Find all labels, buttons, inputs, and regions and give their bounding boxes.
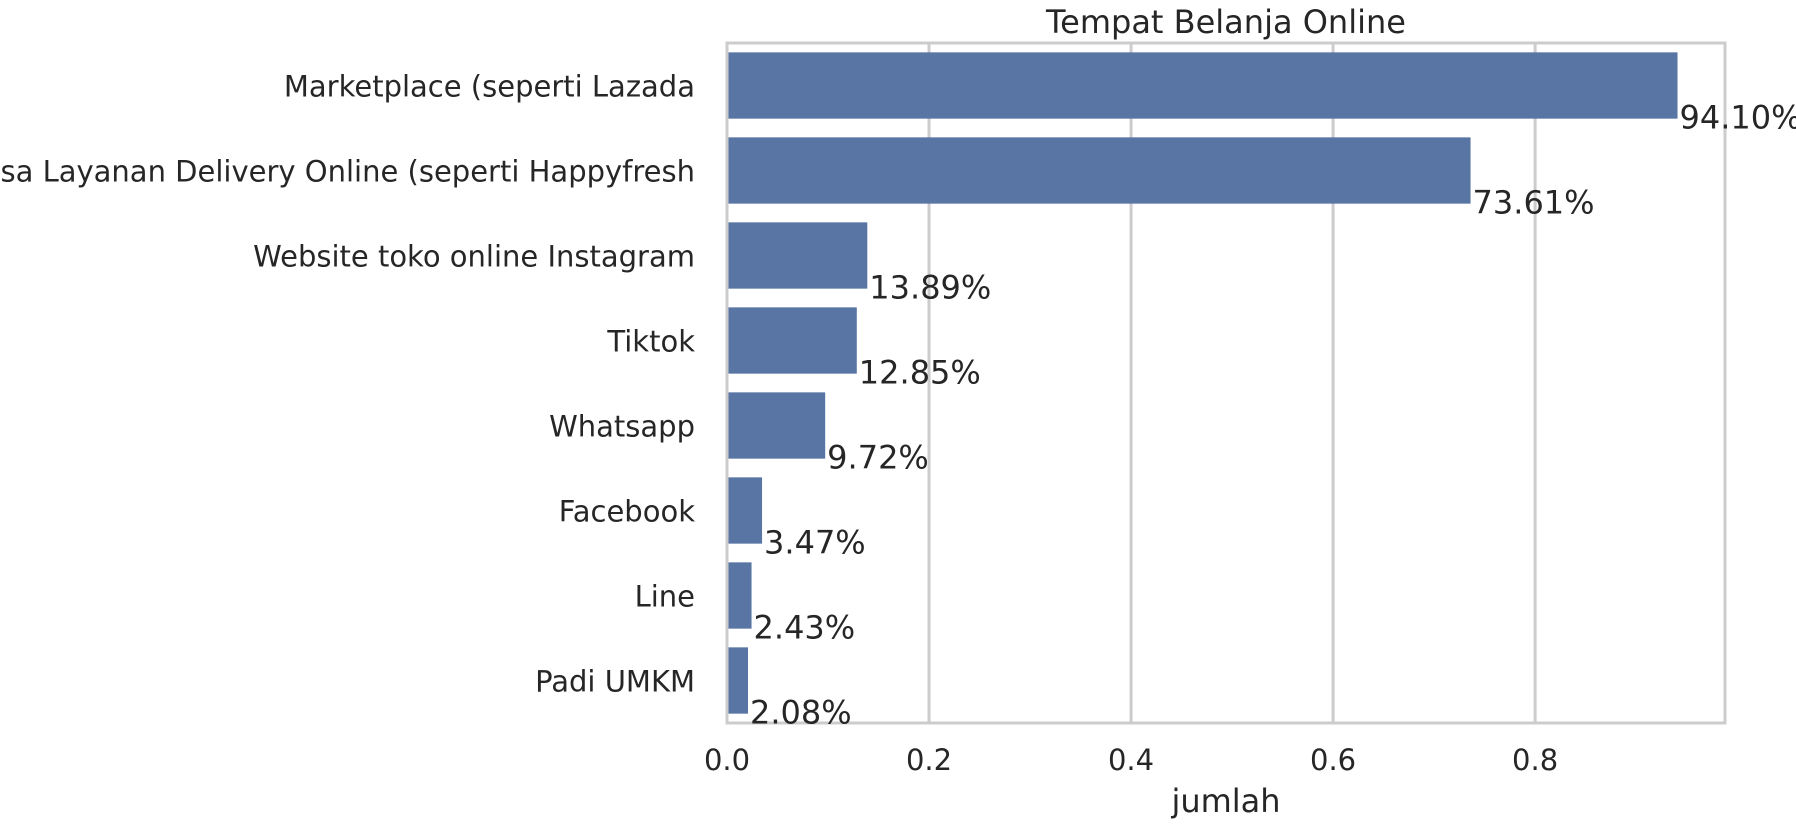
data-label: 94.10% xyxy=(1680,99,1796,137)
data-label: 12.85% xyxy=(859,354,981,392)
x-tick-label: 0.8 xyxy=(1512,743,1558,777)
data-label: 2.43% xyxy=(754,609,856,647)
data-labels: 94.10% 73.61% 13.89% 12.85% 9.72% 3.47% 2.43% 2… xyxy=(750,99,1796,732)
bars xyxy=(727,52,1678,714)
bar xyxy=(727,222,868,289)
bar xyxy=(727,137,1471,204)
data-label: 9.72% xyxy=(827,439,929,477)
data-label: 2.08% xyxy=(750,694,852,732)
category-label: Tiktok xyxy=(606,325,695,359)
category-labels: Marketplace (seperti Lazada Jasa Layanan … xyxy=(0,70,695,699)
x-tick-label: 0.2 xyxy=(906,743,952,777)
data-label: 3.47% xyxy=(764,524,866,562)
category-label: Whatsapp xyxy=(549,410,695,444)
x-tick-label: 0.4 xyxy=(1108,743,1154,777)
bar xyxy=(727,307,857,374)
bar xyxy=(727,52,1678,119)
category-label: Facebook xyxy=(559,495,695,529)
category-label: Website toko online Instagram xyxy=(253,240,695,274)
category-label: Marketplace (seperti Lazada xyxy=(284,70,695,104)
bar xyxy=(727,477,763,544)
bar xyxy=(727,562,752,629)
x-tick-label: 0.0 xyxy=(704,743,750,777)
chart-title: Tempat Belanja Online xyxy=(1045,3,1406,41)
bar xyxy=(727,647,749,714)
bar xyxy=(727,392,826,459)
data-label: 73.61% xyxy=(1473,184,1595,222)
x-tick-labels: 0.0 0.2 0.4 0.6 0.8 xyxy=(704,743,1558,777)
category-label: Line xyxy=(635,580,695,614)
category-label: Padi UMKM xyxy=(535,665,695,699)
x-axis-label: jumlah xyxy=(1170,782,1280,820)
data-label: 13.89% xyxy=(869,269,991,307)
category-label: Jasa Layanan Delivery Online (seperti Ha… xyxy=(0,155,695,189)
plot-frame xyxy=(725,41,1727,725)
x-tick-label: 0.6 xyxy=(1310,743,1356,777)
